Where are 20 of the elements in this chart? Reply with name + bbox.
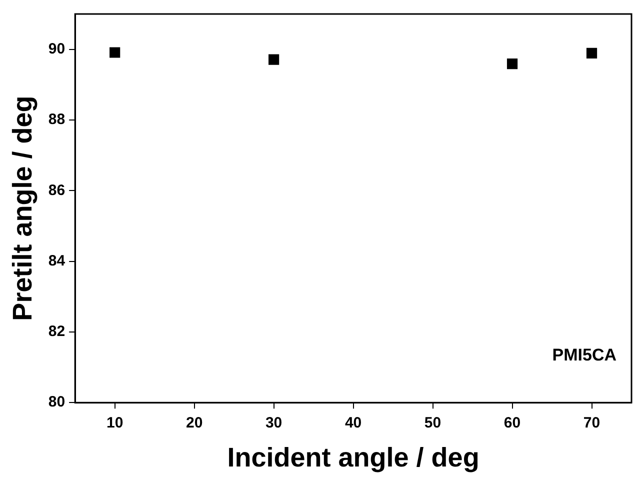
y-tick-label: 80 [48, 394, 66, 411]
x-tick-label: 70 [583, 414, 600, 432]
point [268, 54, 280, 65]
x-tick-label: 10 [106, 414, 124, 432]
point [506, 58, 518, 70]
y-tick-label: 82 [48, 323, 66, 340]
x-tick-label: 60 [504, 414, 521, 432]
x-tick-label: 30 [265, 414, 282, 432]
annotation: PMI5CA [552, 345, 616, 364]
x-tick-label: 40 [344, 414, 362, 432]
x-tick-label: 20 [186, 414, 203, 432]
point [110, 47, 120, 58]
x-tick-label: 50 [424, 414, 442, 432]
y-tick-label: 88 [48, 111, 66, 128]
point [586, 48, 598, 59]
y-tick-label: 90 [48, 40, 66, 58]
x-axis-title: Incident angle / deg [227, 442, 480, 472]
y-axis-title: Pretilt angle / deg [8, 96, 38, 321]
y-tick-label: 86 [48, 182, 66, 199]
y-tick-label: 84 [48, 252, 66, 270]
